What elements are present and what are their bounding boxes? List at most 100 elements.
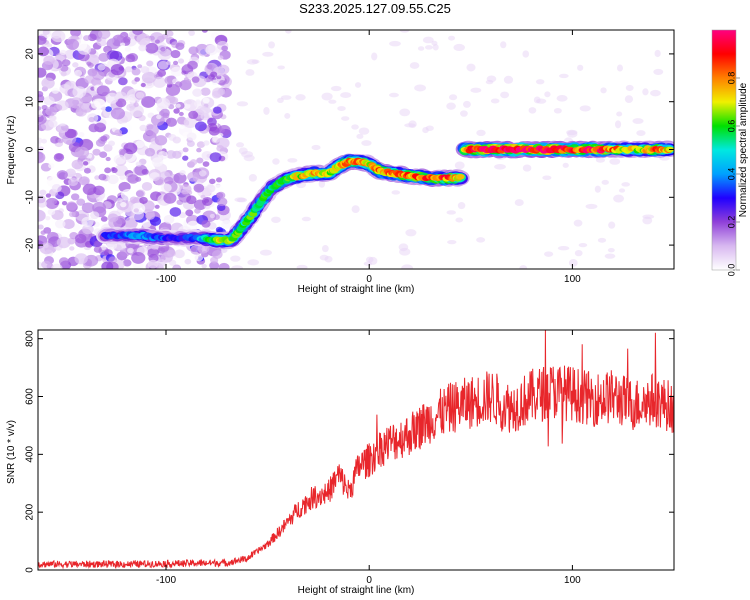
noise-blob [221,45,228,52]
noise-blob [179,124,185,130]
noise-blob [65,38,80,50]
noise-blob [535,79,545,85]
noise-blob [135,190,144,198]
noise-blob [272,158,280,165]
noise-blob [139,196,148,204]
noise-blob [408,120,417,129]
noise-blob [607,247,615,253]
noise-blob [600,87,607,94]
noise-blob [175,81,183,88]
noise-blob [568,259,578,267]
noise-blob [125,66,133,73]
noise-blob [75,109,84,117]
noise-blob [216,145,225,152]
noise-blob [74,146,90,159]
noise-blob [209,213,215,219]
noise-blob [182,32,190,39]
x-tick-label: 100 [564,274,581,285]
noise-blob [490,98,500,104]
noise-blob [141,96,156,108]
noise-blob [104,167,112,174]
noise-blob [328,99,337,104]
noise-blob [190,247,197,252]
noise-blob [173,60,179,65]
noise-blob [190,35,200,44]
noise-blob [201,220,211,228]
noise-blob [187,220,199,231]
noise-blob [45,106,58,117]
noise-blob [106,50,120,61]
noise-blob [165,117,177,127]
colorbar-tick-label: 0.0 [726,264,736,277]
noise-blob [182,155,189,161]
noise-blob [74,233,87,244]
noise-blob [234,197,246,203]
x-tick-label: 0 [366,575,372,586]
noise-blob [463,100,471,108]
noise-blob [114,164,128,177]
noise-blob [196,147,202,153]
noise-blob [424,45,433,50]
noise-blob [83,167,91,174]
noise-blob [157,259,167,267]
noise-blob [82,183,97,196]
noise-blob [522,50,530,58]
noise-blob [654,49,661,58]
noise-blob [212,250,223,259]
noise-blob [120,201,127,208]
noise-blob [296,264,308,269]
noise-blob [110,64,125,76]
noise-blob [500,91,510,99]
noise-blob [567,130,578,138]
snr-plot-area [38,330,674,570]
noise-blob [616,64,624,72]
noise-blob [522,164,532,172]
spectrogram-heatmap [38,30,674,269]
noise-blob [202,161,210,167]
noise-blob [64,128,77,139]
noise-blob [449,94,458,101]
noise-blob [90,211,100,220]
noise-blob [182,147,189,153]
noise-blob [51,199,58,204]
noise-blob [179,184,192,195]
noise-blob [579,105,591,112]
noise-blob [98,30,111,39]
noise-blob [201,263,207,269]
noise-blob [594,185,601,193]
noise-blob [544,251,554,257]
noise-blob [354,82,362,88]
noise-blob [105,156,111,162]
noise-blob [45,193,52,198]
noise-blob [41,77,55,89]
snr-x-axis-label: Height of straight line (km) [298,585,415,596]
noise-blob [542,175,552,180]
noise-blob [453,43,465,52]
noise-blob [457,202,466,210]
noise-blob [559,73,569,79]
noise-blob [38,137,43,144]
noise-blob [215,226,224,233]
noise-blob [398,243,409,252]
noise-blob [169,96,179,105]
noise-blob [230,255,241,262]
noise-blob [203,140,210,146]
noise-blob [193,183,205,193]
noise-blob [83,35,91,41]
noise-blob [100,135,108,142]
noise-blob [163,214,175,224]
noise-blob [133,208,139,213]
noise-blob [38,46,50,57]
noise-blob [351,124,359,130]
noise-blob [519,265,528,269]
noise-blob [82,224,94,235]
noise-blob [185,209,194,217]
noise-blob [186,79,192,84]
noise-blob [476,129,486,137]
noise-blob [351,205,360,214]
noise-blob [51,184,62,193]
colorbar: 0.0 0.2 0.4 0.6 0.8 Normalized spectral ampl… [711,29,749,277]
noise-blob [65,168,76,178]
noise-blob [94,175,100,180]
noise-blob [578,242,588,248]
